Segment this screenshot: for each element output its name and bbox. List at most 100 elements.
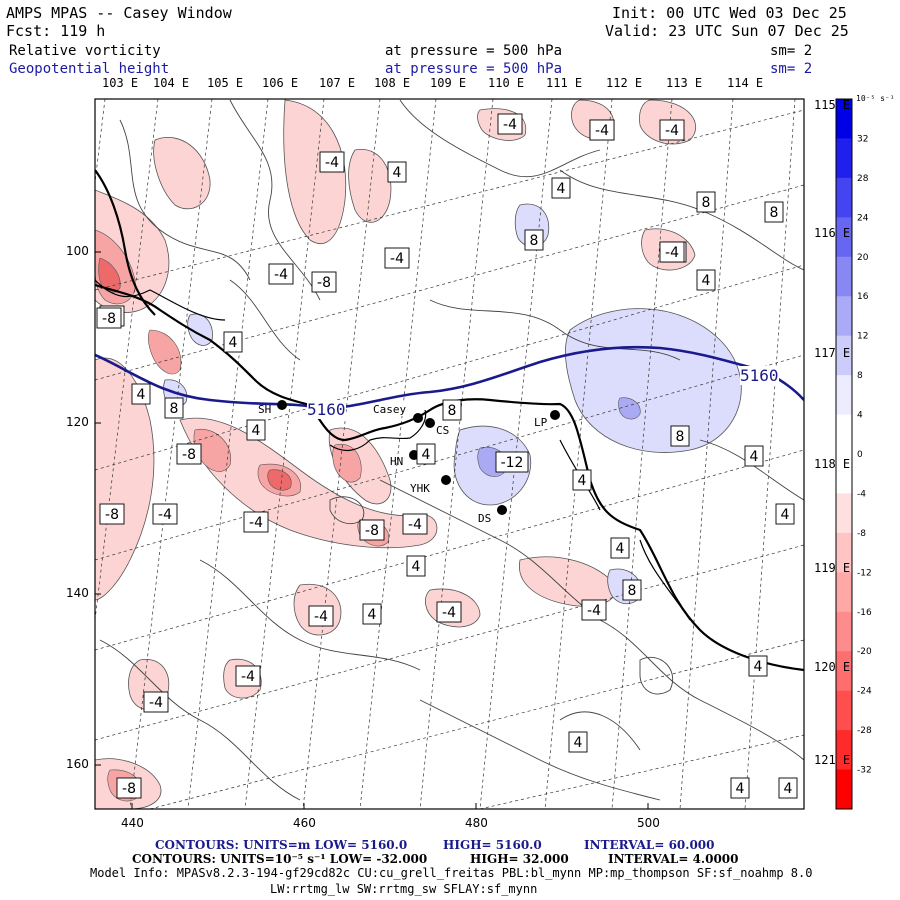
lon-label: 108 E	[374, 76, 411, 90]
station-label-ds: DS	[478, 512, 492, 525]
contour-label-box	[581, 599, 607, 621]
lon-right-label: 121 E	[814, 753, 851, 767]
model-info: Model Info: MPASv8.2.3-194-gf29cd82c CU:…	[90, 866, 813, 880]
station-lp-marker[interactable]	[550, 410, 560, 420]
contour-label: 4	[574, 735, 583, 751]
footer-vort-interval: INTERVAL= 4.0000	[608, 852, 739, 866]
colorbar-swatch	[836, 375, 852, 416]
contour-label: 4	[422, 447, 431, 463]
contour-label: -8	[317, 275, 331, 291]
colorbar-label: -16	[857, 608, 872, 618]
colorbar-label: -20	[857, 647, 872, 657]
station-label-yhk: YHK	[410, 482, 430, 495]
lon-right-label: 118 E	[814, 457, 851, 471]
colorbar-swatch	[836, 414, 852, 455]
contour-label-box	[622, 579, 642, 601]
contour-label-box	[319, 151, 345, 173]
lon-label: 111 E	[546, 76, 583, 90]
lon-right-label: 115 E	[814, 98, 851, 112]
contour-label-box	[406, 555, 426, 577]
contour-label: -4	[665, 123, 679, 139]
station-ds-marker[interactable]	[497, 505, 507, 515]
smoothing-geopotential: sm= 2	[770, 61, 813, 77]
colorbar-label: 20	[857, 253, 869, 263]
contour-label-box	[143, 691, 169, 713]
station-yhk-marker[interactable]	[441, 475, 451, 485]
contour-label: 4	[557, 181, 566, 197]
contour-label: -4	[442, 605, 456, 621]
station-cs-marker[interactable]	[425, 418, 435, 428]
contour-label-box	[497, 113, 523, 135]
colorbar-swatch	[836, 217, 852, 258]
graticule	[95, 99, 804, 809]
contour-label: -8	[365, 523, 379, 539]
contour-label: -4	[587, 603, 601, 619]
contour-label: -12	[501, 455, 524, 471]
lon-label: 113 E	[666, 76, 703, 90]
contour-label: -8	[182, 447, 196, 463]
field-vorticity: Relative vorticity	[9, 43, 161, 59]
colorbar-label: 0	[857, 450, 863, 460]
lon-label: 104 E	[153, 76, 190, 90]
footer-vort-contours: CONTOURS: UNITS=10⁻⁵ s⁻¹ LOW= -32.000	[132, 852, 428, 866]
forecast-hour: Fcst: 119 h	[6, 22, 106, 40]
lon-right-label: 116 E	[814, 226, 851, 240]
colorbar-label: -12	[857, 568, 872, 578]
colorbar-swatch	[836, 335, 852, 376]
colorbar-label: 4	[857, 411, 863, 421]
contour-label: 4	[252, 423, 261, 439]
footer-height-interval: INTERVAL= 60.000	[584, 838, 715, 852]
very-strong-negative-vorticity	[98, 257, 292, 491]
contour-label: 4	[616, 541, 625, 557]
lon-right-label: 119 E	[814, 561, 851, 575]
colorbar-label: 8	[857, 371, 863, 381]
contour-label-box	[696, 191, 716, 213]
colorbar-label: 24	[857, 213, 869, 223]
contour-label: 8	[770, 205, 779, 221]
colorbar-swatch	[836, 177, 852, 218]
contour-label-box	[402, 513, 428, 535]
lon-right-label: 120 E	[814, 660, 851, 674]
colorbar-label: -8	[857, 529, 866, 539]
colorbar-swatch	[836, 493, 852, 534]
contour-label: -4	[595, 123, 609, 139]
lon-label: 107 E	[319, 76, 356, 90]
contour-label: -4	[249, 515, 263, 531]
axis-ticks	[95, 251, 649, 809]
station-casey-marker[interactable]	[413, 413, 423, 423]
contour-label: -4	[274, 267, 288, 283]
station-label-sh: SH	[258, 403, 272, 416]
lon-right-label: 117 E	[814, 346, 851, 360]
station-sh-marker[interactable]	[277, 400, 287, 410]
contour-label: -4	[503, 117, 517, 133]
lon-label: 110 E	[488, 76, 525, 90]
contour-label: -4	[158, 507, 172, 523]
station-hn-marker[interactable]	[409, 450, 419, 460]
map-field	[95, 99, 804, 809]
lon-label: 105 E	[207, 76, 244, 90]
contour-label: 8	[628, 583, 637, 599]
contour-label: 4	[750, 449, 759, 465]
contour-label: 4	[229, 335, 238, 351]
contour-label-box	[778, 777, 798, 799]
geopotential-5160-contour	[95, 345, 804, 410]
contour-label-box	[311, 271, 337, 293]
lon-label: 114 E	[727, 76, 764, 90]
contour-label: 8	[530, 233, 539, 249]
contour-label-box	[568, 731, 588, 753]
contour-label: 4	[578, 473, 587, 489]
valid-time: Valid: 23 UTC Sun 07 Dec 25	[605, 22, 849, 40]
colorbar-label: -4	[857, 489, 866, 499]
contour-label-box	[442, 399, 462, 421]
colorbar-swatch	[836, 769, 852, 810]
contour-label-box	[670, 425, 690, 447]
lon-label: 106 E	[262, 76, 299, 90]
contour-label: 4	[736, 781, 745, 797]
plot-frame	[94, 98, 805, 810]
contour-label: -4	[408, 517, 422, 533]
contour-label-box	[495, 451, 529, 473]
contour-label: -8	[122, 781, 136, 797]
colorbar-swatch	[836, 690, 852, 731]
contour-label-box	[589, 119, 615, 141]
